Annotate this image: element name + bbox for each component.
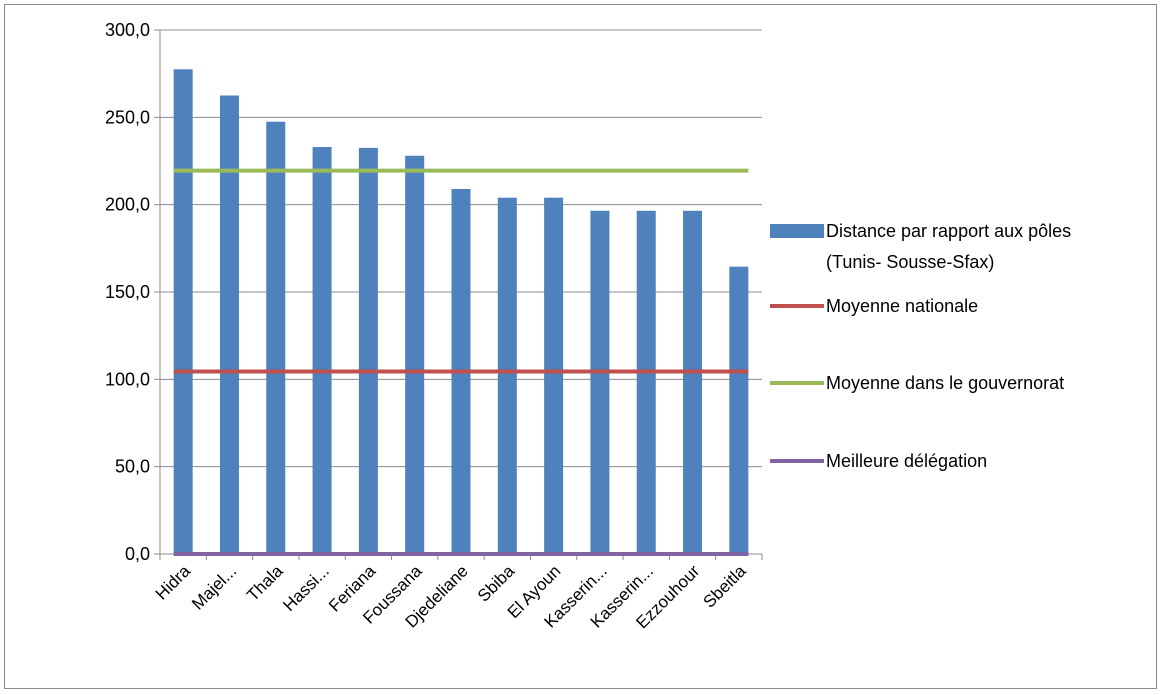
y-tick-label: 0,0	[125, 544, 150, 564]
y-tick-label: 250,0	[105, 107, 150, 127]
y-tick-label: 150,0	[105, 282, 150, 302]
y-tick-label: 200,0	[105, 195, 150, 215]
legend-label: Distance par rapport aux pôles	[826, 221, 1071, 241]
bar	[358, 147, 378, 554]
x-tick-label: Sbeitla	[699, 561, 750, 612]
x-tick-label: Thala	[243, 561, 287, 605]
legend-layer: Distance par rapport aux pôles (Tunis- So…	[770, 221, 1071, 471]
bar	[266, 121, 286, 554]
bar	[683, 210, 703, 554]
bar	[173, 69, 193, 555]
x-tick-label: Sbiba	[474, 561, 519, 606]
bar	[544, 197, 564, 554]
y-tick-label: 50,0	[115, 457, 150, 477]
x-tick-label: Hidra	[152, 561, 195, 604]
legend-label: Moyenne nationale	[826, 296, 978, 316]
legend-label: Moyenne dans le gouvernorat	[826, 373, 1064, 393]
y-tick-label: 100,0	[105, 369, 150, 389]
bar	[312, 147, 332, 554]
bar	[590, 210, 610, 554]
legend-label: Meilleure délégation	[826, 451, 987, 471]
bar	[405, 155, 425, 554]
x-tick-label: Hassi...	[279, 561, 333, 615]
x-tick-label: Majel...	[188, 561, 240, 613]
chart-frame	[4, 4, 1157, 689]
bar	[219, 95, 239, 554]
bar-layer	[173, 69, 749, 555]
legend-swatch	[770, 224, 824, 238]
bar	[729, 266, 749, 554]
legend-label: (Tunis- Sousse-Sfax)	[826, 252, 994, 272]
y-tick-label: 300,0	[105, 20, 150, 40]
line-layer	[173, 168, 749, 556]
bar	[497, 197, 517, 554]
bar	[636, 210, 656, 554]
